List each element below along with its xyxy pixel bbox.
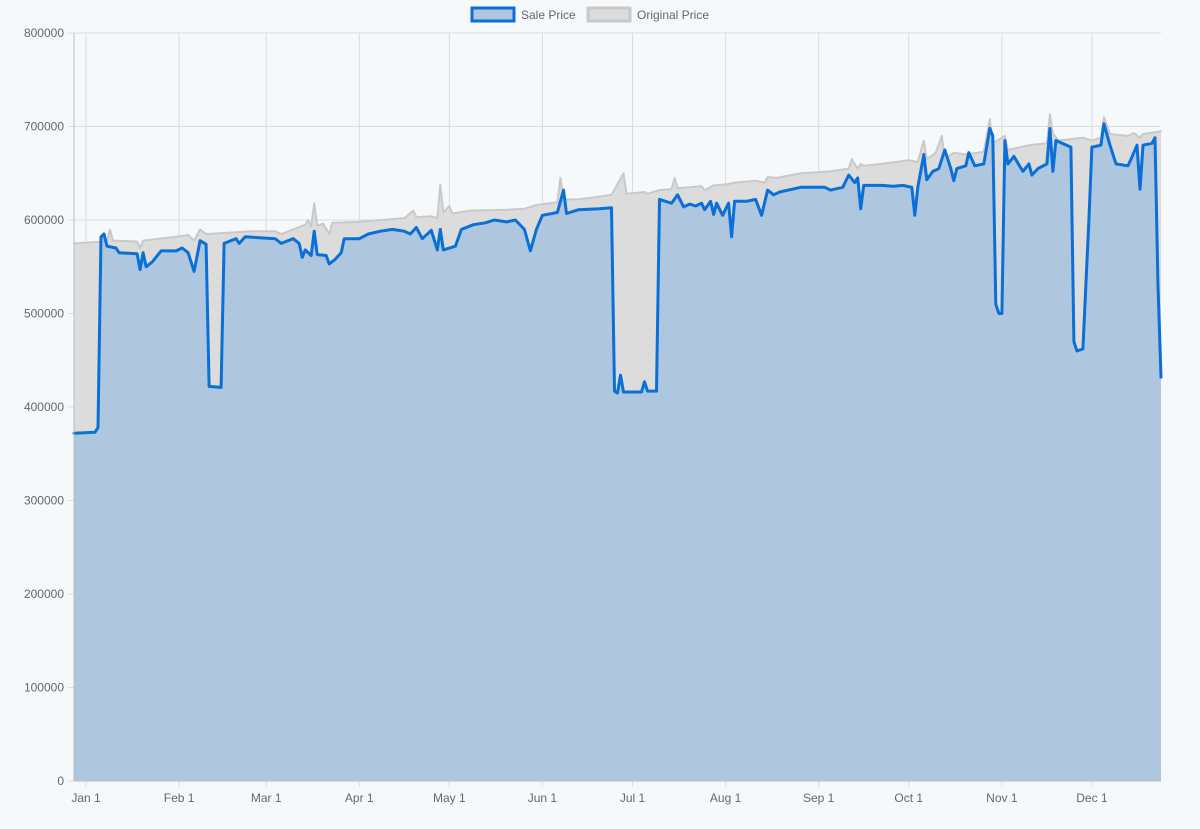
y-tick-label: 0	[57, 774, 64, 788]
axes: 0 100000 200000 300000 400000 500000 600000 700…	[24, 26, 1161, 805]
sale-price-line	[72, 122, 1163, 435]
legend-item-sale-price[interactable]: Sale Price	[470, 6, 576, 23]
y-tick-label: 200000	[24, 587, 64, 601]
legend-item-original-price[interactable]: Original Price	[586, 6, 709, 23]
x-tick-label: Aug 1	[710, 791, 742, 805]
x-tick-label: Nov 1	[986, 791, 1018, 805]
y-tick-label: 700000	[24, 120, 64, 134]
series-layer	[72, 113, 1163, 782]
legend-label: Sale Price	[521, 8, 576, 22]
y-tick-label: 600000	[24, 213, 64, 227]
x-tick-label: Dec 1	[1076, 791, 1108, 805]
legend[interactable]: Sale Price Original Price	[470, 6, 709, 23]
legend-label: Original Price	[637, 8, 709, 22]
sale-price-area	[74, 123, 1161, 781]
legend-swatch	[470, 6, 516, 23]
x-tick-label: Jun 1	[528, 791, 558, 805]
y-tick-label: 100000	[24, 681, 64, 695]
x-tick-label: Oct 1	[894, 791, 923, 805]
y-tick-label: 400000	[24, 400, 64, 414]
x-tick-label: Sep 1	[803, 791, 835, 805]
x-tick-label: Jul 1	[620, 791, 646, 805]
y-tick-label: 800000	[24, 26, 64, 40]
y-tick-label: 500000	[24, 307, 64, 321]
legend-swatch	[586, 6, 632, 23]
x-tick-label: May 1	[433, 791, 466, 805]
x-tick-label: Mar 1	[251, 791, 282, 805]
x-tick-label: Apr 1	[345, 791, 374, 805]
y-tick-label: 300000	[24, 494, 64, 508]
x-tick-label: Jan 1	[71, 791, 101, 805]
x-tick-label: Feb 1	[164, 791, 195, 805]
